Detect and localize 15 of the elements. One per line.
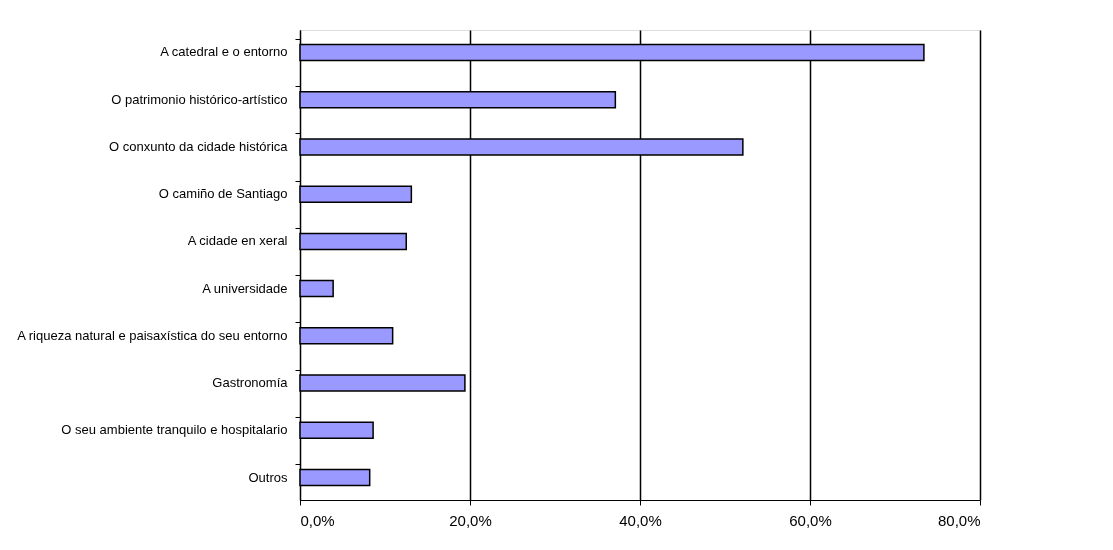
x-tick-label: 80,0% xyxy=(937,511,981,529)
y-tick-label: O patrimonio histórico-artístico xyxy=(111,91,288,107)
x-tick-label: 60,0% xyxy=(789,511,832,529)
x-tick-label: 20,0% xyxy=(449,511,492,529)
y-tick-label: Outros xyxy=(248,469,288,485)
x-tick-label: 40,0% xyxy=(619,511,662,529)
y-tick-label: A universidade xyxy=(202,280,288,296)
y-tick-label: Gastronomía xyxy=(212,375,289,391)
y-tick-label: O seu ambiente tranquilo e hospitalario xyxy=(61,422,288,438)
x-tick-label: 0,0% xyxy=(300,511,335,529)
y-tick-label: A riqueza natural e paisaxística do seu entorno xyxy=(17,327,288,343)
y-tick-label: O camiño de Santiago xyxy=(158,186,288,202)
y-tick-label: A catedral e o entorno xyxy=(160,44,288,60)
y-tick-label: A cidade en xeral xyxy=(187,233,288,249)
y-tick-label: O conxunto da cidade histórica xyxy=(109,138,289,154)
